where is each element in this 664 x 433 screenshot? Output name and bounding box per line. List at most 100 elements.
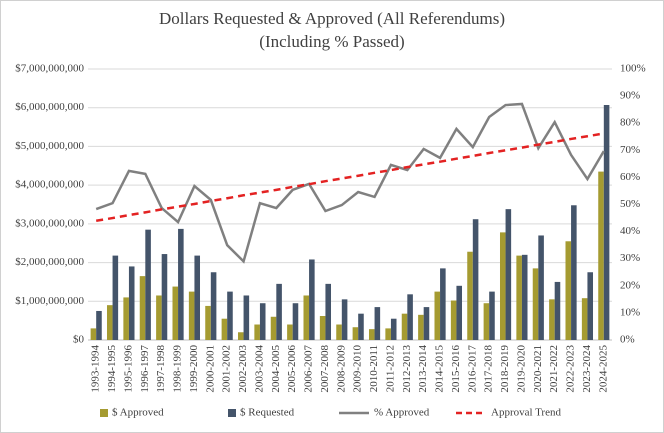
x-tick-label: 1999-2000 [188,345,200,393]
bar [571,205,577,340]
bar [128,266,135,340]
x-tick-label: 2011-2012 [384,345,396,392]
bar [287,324,293,340]
x-tick-label: 2018-2019 [499,345,511,393]
bar [385,328,391,340]
bar [161,254,168,340]
y-tick-label: $7,000,000,000 [15,63,84,75]
bar [483,303,490,340]
bar [587,272,594,340]
x-tick-label: 1997-1998 [155,345,167,393]
x-tick-label: 2016-2017 [466,345,478,393]
bar [472,219,479,340]
y-tick-label: $2,000,000,000 [15,256,84,268]
legend-label: $ Requested [240,407,295,419]
bar [549,299,555,340]
bar [237,332,244,340]
bar [270,316,277,340]
x-tick-label: 2017-2018 [483,345,495,393]
x-tick-label: 1998-1999 [172,345,184,393]
bar [139,276,146,340]
x-tick-label: 2004-2005 [270,345,282,393]
y-tick-label: $1,000,000,000 [15,295,84,307]
y2-tick-label: 100% [620,63,646,75]
bar [90,328,97,340]
x-tick-label: 1995-1996 [122,345,134,393]
y-tick-label: $4,000,000,000 [15,179,84,191]
bar [112,255,119,340]
bar [145,229,151,340]
x-tick-label: 2007-2008 [319,345,331,393]
bar [106,305,113,340]
x-tick-label: 2009-2010 [352,345,364,393]
bar [123,297,129,340]
bar [450,300,457,340]
chart-title: Dollars Requested & Approved (All Refere… [159,9,505,28]
bar [374,307,381,340]
x-tick-label: 2001-2002 [221,345,233,393]
bar [336,324,342,340]
x-tick-label: 2000-2001 [204,345,216,393]
bar [156,295,162,340]
bar [423,307,430,340]
bar [210,272,217,340]
trend-line [95,132,605,222]
bar [440,268,446,340]
bar [532,268,539,340]
x-tick-label: 2008-2009 [335,345,347,393]
y2-tick-label: 20% [620,279,640,291]
x-tick-label: 1996-1997 [139,345,151,393]
x-tick-label: 2024-2025 [597,345,609,393]
y2-tick-label: 30% [620,252,640,264]
bar [292,303,299,340]
bar [499,232,506,340]
bar [243,295,250,340]
x-tick-label: 2002-2003 [237,345,249,393]
y-tick-label: $5,000,000,000 [15,140,84,152]
bar [309,259,315,340]
x-tick-label: 2003-2004 [253,345,265,393]
y-tick-label: $6,000,000,000 [15,101,84,113]
legend-label: $ Approved [112,407,164,419]
line [95,102,605,264]
bar [581,298,588,340]
x-tick-label: 2022-2023 [565,345,577,393]
y2-tick-label: 10% [620,306,640,318]
legend-swatch [100,409,108,417]
y2-tick-label: 70% [620,144,640,156]
bar [538,235,544,340]
x-tick-label: 2020-2021 [532,345,544,393]
bar [521,254,528,340]
y2-tick-label: 90% [620,90,640,102]
bar [390,318,397,340]
y2-tick-label: 50% [620,198,640,210]
legend-swatch [228,409,236,417]
bar [554,281,561,340]
bar [188,291,195,340]
bar [358,313,364,340]
bar [598,171,604,340]
bar [227,291,233,340]
bar [467,251,473,340]
x-tick-label: 2005-2006 [286,345,298,393]
bar [565,241,572,340]
bar [516,255,522,340]
legend-label: % Approved [374,407,430,419]
bar [456,285,463,340]
x-tick-label: 2021-2022 [548,345,560,393]
x-tick-label: 2019-2020 [515,345,527,393]
chart-subtitle: (Including % Passed) [259,32,404,51]
bar [341,299,348,340]
bar [368,329,375,340]
x-tick-label: 1993-1994 [90,345,102,393]
bar [401,313,408,340]
bar [352,327,359,340]
x-tick-label: 1994-1995 [106,345,118,393]
y2-tick-label: 40% [620,225,640,237]
bar [319,315,326,340]
x-tick-label: 2014-2015 [434,345,446,393]
y2-tick-label: 0% [620,334,635,346]
y-tick-label: $0 [73,334,85,346]
